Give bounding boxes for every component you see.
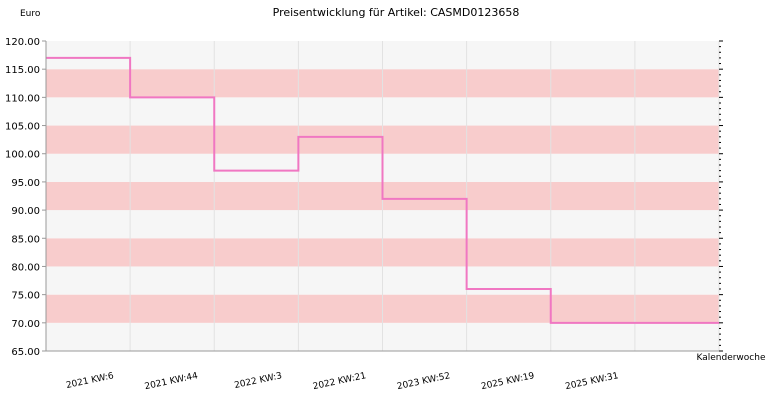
x-tick-label: 2022 KW:21 (312, 371, 367, 392)
x-tick-label: 2021 KW:6 (65, 371, 115, 391)
series-layer (45, 41, 719, 352)
series-line (46, 56, 719, 324)
y-axis: 65.00 70.00 75.00 80.00 85.00 90.00 95.00 100.0… (5, 37, 723, 358)
y-tick-label: 100.00 (5, 150, 40, 161)
y-tick-label: 75.00 (11, 291, 40, 302)
y-tick-label: 85.00 (11, 234, 40, 245)
x-tick-label: 2025 KW:31 (564, 371, 619, 392)
chart-title: Preisentwicklung für Artikel: CASMD01236… (273, 6, 520, 19)
y-axis-label: Euro (20, 9, 41, 19)
x-tick-label: 2022 KW:3 (233, 371, 283, 391)
x-axis: 2021 KW:6 2021 KW:44 2022 KW:3 2022 KW:21 20… (65, 371, 619, 392)
y-tick-label: 65.00 (11, 347, 40, 358)
y-tick-label: 115.00 (5, 65, 40, 76)
x-tick-label: 2023 KW:52 (396, 371, 451, 392)
y-tick-label: 70.00 (11, 319, 40, 330)
y-tick-label: 80.00 (11, 262, 40, 273)
y-tick-label: 120.00 (5, 37, 40, 48)
x-tick-label: 2025 KW:19 (480, 371, 535, 392)
x-axis-label: Kalenderwoche (696, 353, 765, 363)
y-tick-label: 105.00 (5, 122, 40, 133)
x-tick-label: 2021 KW:44 (144, 371, 199, 392)
y-tick-label: 95.00 (11, 178, 40, 189)
y-tick-label: 90.00 (11, 206, 40, 217)
y-tick-label: 110.00 (5, 93, 40, 104)
